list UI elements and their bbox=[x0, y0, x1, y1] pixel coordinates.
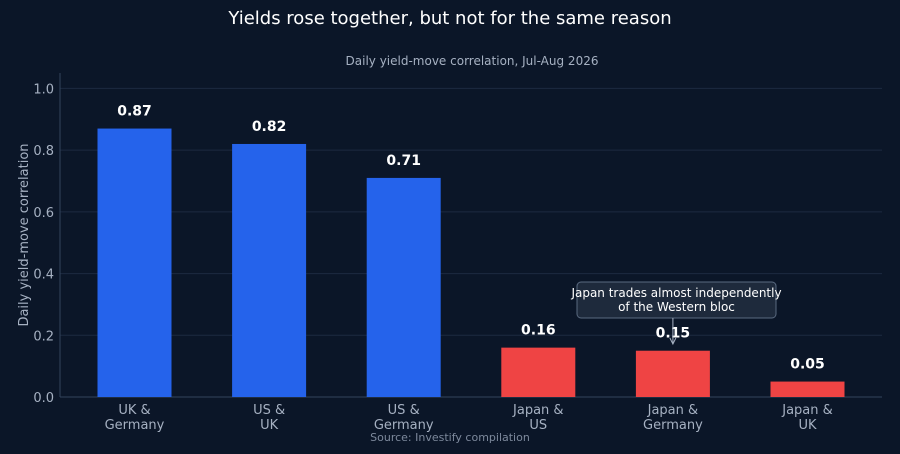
x-tick-label: US & Germany bbox=[374, 403, 434, 433]
data-label: 0.05 bbox=[790, 357, 825, 373]
annotation-text: of the Western bloc bbox=[618, 300, 735, 314]
x-tick-label-line: Germany bbox=[374, 418, 434, 433]
x-tick-label-line: UK bbox=[798, 418, 817, 433]
source-note: Source: Investify compilation bbox=[370, 431, 530, 444]
x-tick-label-line: UK & bbox=[118, 403, 150, 418]
x-tick-label-line: UK bbox=[260, 418, 279, 433]
x-tick-label: Japan & US bbox=[512, 403, 564, 433]
bar bbox=[97, 128, 172, 398]
bar bbox=[635, 350, 710, 397]
y-tick-label: 0.6 bbox=[33, 206, 54, 221]
y-tick-label: 1.0 bbox=[33, 82, 54, 97]
chart-title: Yields rose together, but not for the sa… bbox=[227, 8, 671, 29]
y-tick-label: 0.2 bbox=[33, 329, 54, 344]
x-tick-label-line: Germany bbox=[105, 418, 165, 433]
annotation-arrowhead bbox=[669, 337, 677, 346]
x-tick-label-line: Japan & bbox=[781, 403, 833, 418]
x-tick-label: UK & Germany bbox=[105, 403, 165, 433]
x-tick-label-line: Japan & bbox=[512, 403, 564, 418]
x-tick-label-line: Germany bbox=[643, 418, 703, 433]
bar bbox=[232, 143, 307, 397]
x-tick-label-line: US & bbox=[388, 403, 420, 418]
bar bbox=[501, 347, 576, 397]
bar bbox=[770, 381, 845, 397]
annotation-box bbox=[576, 281, 777, 319]
y-axis-ticks: 0.0 0.2 0.4 0.6 0.8 1.0 bbox=[33, 82, 54, 406]
bars bbox=[97, 128, 845, 398]
annotation-text: Japan trades almost independently bbox=[570, 286, 781, 300]
bar bbox=[366, 177, 441, 397]
data-label: 0.87 bbox=[117, 104, 152, 120]
chart-subtitle: Daily yield-move correlation, Jul-Aug 20… bbox=[346, 54, 599, 68]
value-labels: 0.870.820.710.16 0.150.05 bbox=[117, 104, 825, 373]
data-label: 0.16 bbox=[521, 323, 556, 339]
x-tick-label-line: Japan & bbox=[647, 403, 699, 418]
data-label: 0.82 bbox=[252, 119, 287, 135]
x-tick-label: US & UK bbox=[253, 403, 285, 433]
x-tick-label: Japan & Germany bbox=[643, 403, 703, 433]
y-tick-label: 0.0 bbox=[33, 391, 54, 406]
data-label: 0.71 bbox=[386, 153, 421, 169]
x-tick-label: Japan & UK bbox=[781, 403, 833, 433]
gridlines bbox=[60, 87, 882, 336]
y-tick-label: 0.4 bbox=[33, 268, 54, 283]
y-tick-label: 0.8 bbox=[33, 144, 54, 159]
x-tick-label-line: US & bbox=[253, 403, 285, 418]
x-tick-label-line: US bbox=[529, 418, 547, 433]
y-axis-label: Daily yield-move correlation bbox=[17, 143, 32, 326]
